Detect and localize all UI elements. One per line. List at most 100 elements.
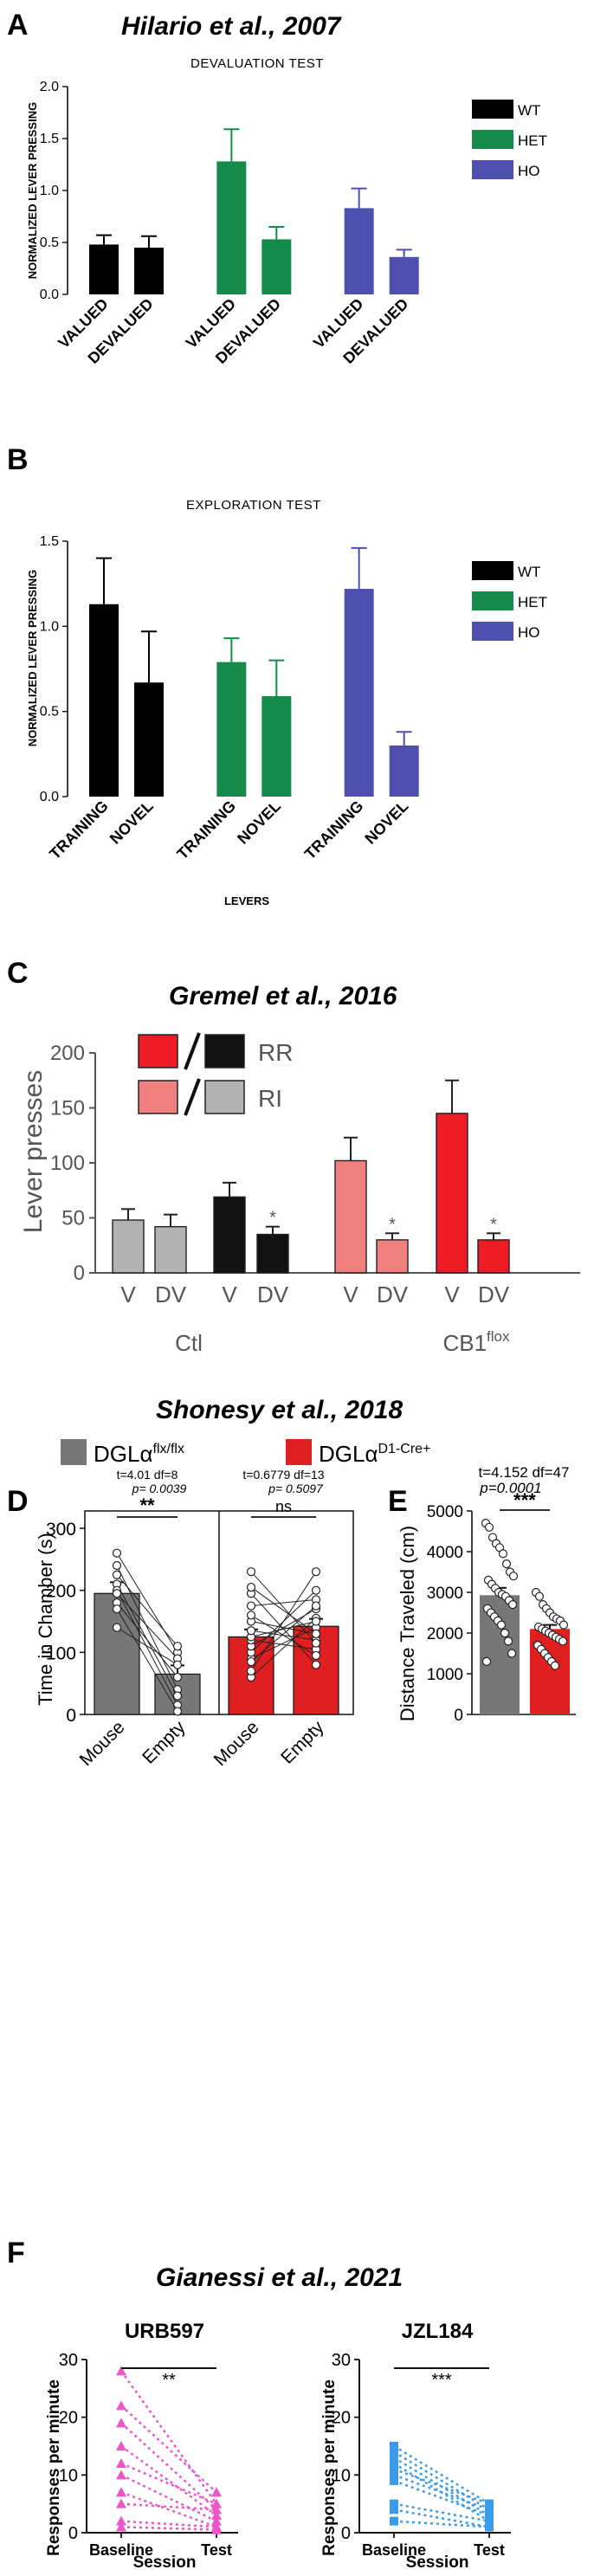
data-point	[507, 1649, 517, 1658]
pair-line	[250, 1598, 317, 1607]
ylabel-d: Time in Chamber (s)	[35, 1533, 56, 1706]
pair-line	[116, 1553, 178, 1653]
sig-label: ***	[431, 2371, 452, 2390]
y-tick-label: 0.5	[40, 236, 59, 250]
xlabel-jzl184: Session	[406, 2553, 469, 2572]
y-tick-label: 200	[50, 1042, 85, 1065]
pair-line	[393, 2502, 490, 2522]
ylabel-a: NORMALIZED LEVER PRESSING	[26, 102, 39, 279]
y-tick-label: 0.0	[40, 287, 59, 302]
pair-line	[116, 1590, 178, 1706]
legend-swatch-het-b	[472, 591, 513, 610]
bar-label: DV	[478, 1282, 510, 1307]
data-point	[390, 2499, 398, 2508]
chart-title-urb597: URB597	[125, 2320, 204, 2343]
y-tick-label: 0	[66, 1706, 76, 1726]
x-category-label: Test	[474, 2541, 505, 2559]
bar-label: DV	[377, 1282, 409, 1307]
legend-swatch-ri-pink	[138, 1080, 178, 1114]
legend-swatch-flx	[61, 1439, 87, 1465]
x-category-label: Mouse	[210, 1717, 263, 1770]
bar	[154, 1225, 187, 1274]
pair-line	[250, 1627, 317, 1659]
significance-star: *	[269, 1209, 276, 1228]
stat-test: t=4.152 df=47	[479, 1464, 570, 1481]
x-category-label: Baseline	[89, 2541, 153, 2559]
y-tick-label: 0	[68, 2524, 78, 2543]
legend-swatch-wt-b	[472, 561, 513, 580]
data-point	[172, 1672, 183, 1682]
bar	[216, 662, 247, 797]
y-tick-label: 0	[454, 1707, 463, 1725]
data-point	[390, 2459, 398, 2468]
data-point	[116, 2487, 126, 2497]
pair-line	[116, 1602, 178, 1678]
pair-line	[116, 1608, 178, 1712]
y-tick-label: 0.5	[40, 705, 59, 720]
data-point	[112, 1548, 122, 1558]
group-label-cb1: CB1flox	[442, 1328, 510, 1356]
legend-swatch-het	[472, 130, 513, 149]
bar-label: V	[343, 1282, 358, 1307]
data-point	[211, 2504, 222, 2515]
data-point	[211, 2487, 222, 2497]
y-tick-label: 1.5	[40, 534, 59, 549]
data-point	[172, 1642, 183, 1651]
bar	[477, 1239, 510, 1274]
data-point	[311, 1617, 321, 1626]
xlabel-b: LEVERS	[224, 894, 269, 907]
x-category-label: TRAINING	[301, 797, 367, 863]
y-tick-label: 150	[50, 1097, 85, 1120]
data-point	[311, 1660, 321, 1669]
data-point	[481, 1656, 492, 1667]
data-point	[485, 2505, 494, 2515]
data-point	[311, 1585, 321, 1595]
y-tick-label: 20	[332, 2409, 351, 2428]
x-category-label: NOVEL	[107, 797, 157, 848]
data-point	[485, 2511, 494, 2520]
chart-title-b: EXPLORATION TEST	[186, 498, 321, 513]
pair-line	[116, 1627, 178, 1666]
bar-label: V	[222, 1282, 237, 1307]
bar	[344, 208, 374, 294]
pair-line	[250, 1639, 317, 1650]
legend-label-wt: WT	[518, 102, 540, 119]
x-category-label: Test	[201, 2541, 232, 2559]
pair-line	[116, 1574, 178, 1647]
pair-line	[120, 2491, 217, 2528]
y-tick-label: 30	[332, 2351, 351, 2370]
data-point	[534, 1591, 545, 1601]
citation-c: Gremel et al., 2016	[169, 982, 397, 1010]
ylabel-e: Distance Traveled (cm)	[397, 1526, 418, 1721]
y-tick-label: 10	[332, 2466, 351, 2485]
data-point	[311, 1601, 321, 1611]
pair-line	[250, 1586, 317, 1635]
chart-c: 0 50 100 150 200 V DV V DV * V DV * V DV *	[50, 1042, 580, 1307]
y-tick-label: 50	[61, 1207, 85, 1230]
pair-line	[120, 2405, 217, 2494]
bar	[376, 1239, 409, 1274]
y-tick-label: 300	[46, 1520, 76, 1540]
data-point	[390, 2447, 398, 2457]
legend-label-d1cre-main: DGLα	[319, 1441, 378, 1467]
data-point	[311, 1567, 321, 1577]
legend-slash-rr	[184, 1032, 201, 1070]
data-point	[496, 1620, 507, 1630]
x-category-label: Empty	[277, 1717, 328, 1768]
sig-label: **	[162, 2371, 176, 2390]
legend-swatch-rr-red	[138, 1034, 178, 1068]
data-point	[558, 1620, 569, 1630]
bar	[436, 1113, 468, 1274]
y-tick-label: 0	[341, 2524, 351, 2543]
data-point	[311, 1638, 321, 1648]
panel-c: C Gremel et al., 2016 Lever presses 0 50 1…	[7, 957, 580, 1356]
bar	[344, 589, 374, 797]
stat-p: p= 0.5097	[268, 1482, 324, 1495]
panel-f: F Gianessi et al., 2021 URB597 JZL184 Re…	[7, 2237, 511, 2572]
data-point	[390, 2442, 398, 2450]
group-label-cb1-sup: flox	[487, 1328, 510, 1345]
data-point	[211, 2515, 222, 2526]
panel-letter-f: F	[7, 2237, 25, 2269]
panel-letter-d: D	[7, 1485, 29, 1518]
